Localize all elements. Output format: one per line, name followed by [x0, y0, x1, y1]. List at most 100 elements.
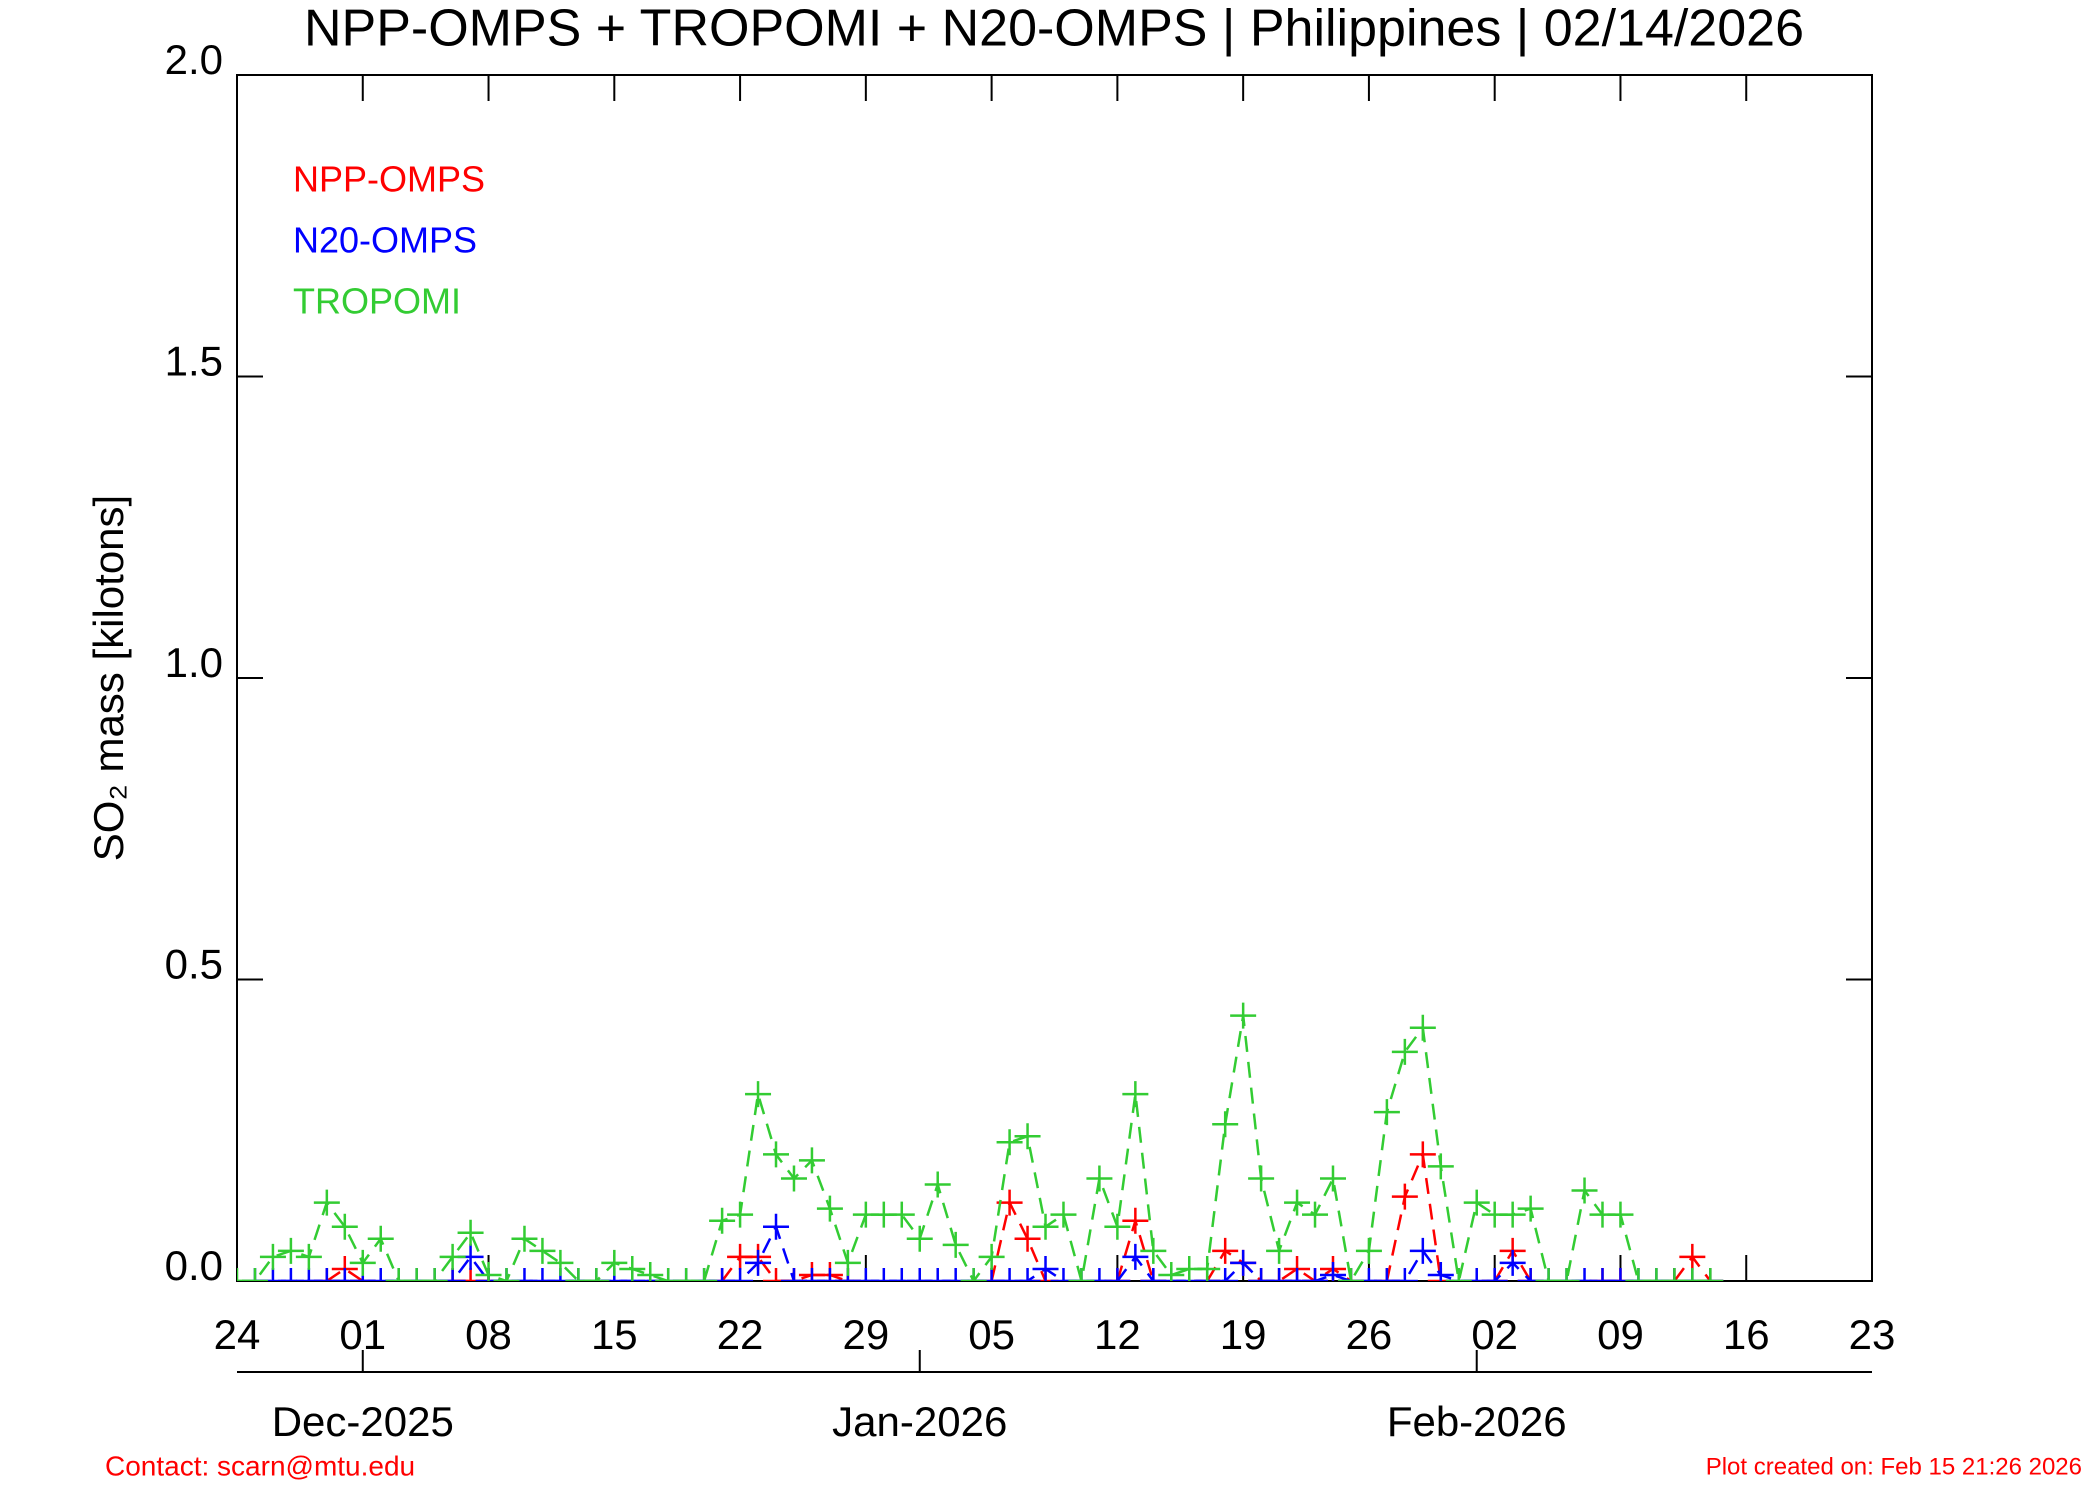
point-marker	[763, 1141, 790, 1168]
point-marker	[1373, 1268, 1400, 1281]
point-marker	[1302, 1268, 1329, 1281]
point-marker	[1014, 1123, 1041, 1150]
point-marker	[439, 1243, 466, 1270]
point-marker	[1571, 1268, 1598, 1281]
point-marker	[1050, 1201, 1077, 1228]
point-marker	[763, 1268, 790, 1281]
point-marker	[888, 1268, 915, 1281]
month-label: Dec-2025	[272, 1398, 454, 1445]
point-marker	[942, 1231, 969, 1258]
point-marker	[1391, 1183, 1418, 1210]
x-tick-label: 05	[968, 1311, 1015, 1358]
point-marker	[1122, 1243, 1149, 1270]
point-marker	[1517, 1195, 1544, 1222]
point-marker	[367, 1268, 394, 1281]
point-marker	[691, 1268, 718, 1281]
x-tick-label: 22	[717, 1311, 764, 1358]
point-marker	[727, 1268, 754, 1281]
point-marker	[1463, 1189, 1490, 1216]
point-marker	[888, 1201, 915, 1228]
x-tick-label: 15	[591, 1311, 638, 1358]
point-marker	[331, 1268, 358, 1281]
point-marker	[1014, 1225, 1041, 1252]
point-marker	[475, 1261, 502, 1281]
point-marker	[1571, 1177, 1598, 1204]
point-marker	[457, 1219, 484, 1246]
point-marker	[996, 1268, 1023, 1281]
point-marker	[1212, 1268, 1239, 1281]
point-marker	[798, 1268, 825, 1281]
point-marker	[295, 1268, 322, 1281]
point-marker	[547, 1249, 574, 1276]
point-marker	[816, 1268, 843, 1281]
month-label: Jan-2026	[832, 1398, 1007, 1445]
point-marker	[1499, 1201, 1526, 1228]
y-axis-label: SO₂ mass [kilotons]	[85, 495, 132, 861]
y-tick-label: 1.5	[165, 338, 223, 385]
point-marker	[1284, 1189, 1311, 1216]
point-marker	[1122, 1207, 1149, 1234]
month-label: Feb-2026	[1387, 1398, 1567, 1445]
point-marker	[565, 1268, 592, 1281]
point-marker	[1517, 1268, 1544, 1281]
point-marker	[331, 1213, 358, 1240]
point-marker	[313, 1189, 340, 1216]
y-tick-label: 2.0	[165, 36, 223, 83]
point-marker	[403, 1268, 430, 1281]
x-tick-label: 12	[1094, 1311, 1141, 1358]
x-tick-label: 26	[1346, 1311, 1393, 1358]
point-marker	[1086, 1165, 1113, 1192]
point-marker	[942, 1268, 969, 1281]
point-marker	[277, 1237, 304, 1264]
point-marker	[655, 1268, 682, 1281]
y-tick-label: 0.5	[165, 941, 223, 988]
point-marker	[1284, 1268, 1311, 1281]
plot-area	[237, 1002, 1724, 1281]
x-tick-label: 24	[214, 1311, 261, 1358]
point-marker	[313, 1268, 340, 1281]
point-marker	[295, 1243, 322, 1270]
point-marker	[1463, 1268, 1490, 1281]
point-marker	[1679, 1243, 1706, 1270]
point-marker	[637, 1261, 664, 1281]
point-marker	[1014, 1268, 1041, 1281]
point-marker	[1104, 1213, 1131, 1240]
point-marker	[816, 1195, 843, 1222]
point-marker	[1319, 1165, 1346, 1192]
point-marker	[1337, 1268, 1364, 1281]
point-marker	[493, 1268, 520, 1281]
point-marker	[349, 1249, 376, 1276]
point-marker	[745, 1249, 772, 1276]
legend-entry: NPP-OMPS	[293, 159, 485, 200]
point-marker	[1032, 1213, 1059, 1240]
point-marker	[1266, 1268, 1293, 1281]
point-marker	[259, 1243, 286, 1270]
y-tick-label: 1.0	[165, 639, 223, 686]
point-marker	[709, 1207, 736, 1234]
point-marker	[1391, 1038, 1418, 1065]
point-marker	[1068, 1268, 1095, 1281]
series-line	[237, 1015, 1711, 1281]
point-marker	[906, 1225, 933, 1252]
footer-contact: Contact: scarn@mtu.edu	[105, 1450, 415, 1481]
point-marker	[241, 1268, 268, 1281]
point-marker	[1248, 1165, 1275, 1192]
point-marker	[457, 1268, 484, 1281]
point-marker	[834, 1249, 861, 1276]
point-marker	[852, 1268, 879, 1281]
point-marker	[1230, 1249, 1257, 1276]
point-marker	[1319, 1261, 1346, 1281]
point-marker	[745, 1081, 772, 1108]
point-marker	[1391, 1268, 1418, 1281]
point-marker	[906, 1268, 933, 1281]
point-marker	[1661, 1268, 1688, 1281]
point-marker	[1409, 1014, 1436, 1041]
point-marker	[1140, 1237, 1167, 1264]
point-marker	[1140, 1268, 1167, 1281]
point-marker	[1355, 1268, 1382, 1281]
x-tick-label: 16	[1723, 1311, 1770, 1358]
point-marker	[277, 1268, 304, 1281]
point-marker	[780, 1268, 807, 1281]
point-marker	[798, 1147, 825, 1174]
point-marker	[1481, 1268, 1508, 1281]
